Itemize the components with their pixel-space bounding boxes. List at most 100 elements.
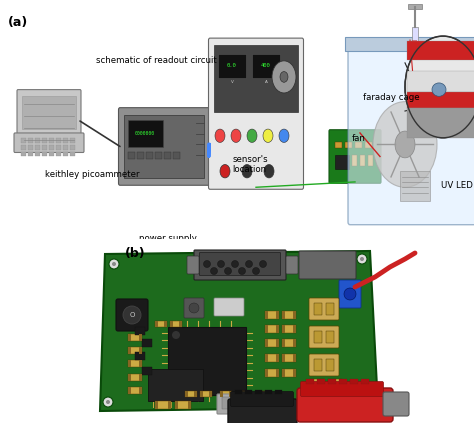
Bar <box>214 46 298 112</box>
Bar <box>128 121 163 147</box>
Bar <box>168 401 171 409</box>
FancyBboxPatch shape <box>187 256 199 274</box>
Bar <box>265 390 272 394</box>
Bar <box>328 379 331 387</box>
Circle shape <box>242 165 252 178</box>
Bar <box>355 142 362 148</box>
Bar <box>317 379 325 384</box>
Bar <box>407 71 474 92</box>
Polygon shape <box>100 251 378 411</box>
FancyBboxPatch shape <box>383 392 409 416</box>
Bar <box>194 391 197 397</box>
Bar <box>282 339 296 347</box>
FancyBboxPatch shape <box>14 133 84 152</box>
Bar <box>293 325 296 333</box>
Bar <box>328 393 342 401</box>
Bar <box>220 391 223 397</box>
Bar <box>128 374 142 381</box>
Text: syringe: syringe <box>277 244 309 253</box>
Bar <box>175 401 191 409</box>
Bar <box>328 379 336 384</box>
Circle shape <box>220 165 230 178</box>
FancyBboxPatch shape <box>116 299 148 331</box>
Bar <box>218 53 246 77</box>
Bar <box>407 41 474 60</box>
Bar <box>155 401 158 409</box>
Bar <box>42 145 47 150</box>
Text: keithley picoammeter: keithley picoammeter <box>45 170 140 179</box>
Text: V: V <box>230 80 233 84</box>
Bar <box>42 152 47 157</box>
Text: power supply: power supply <box>139 234 197 243</box>
Bar <box>170 321 182 327</box>
FancyBboxPatch shape <box>286 256 298 274</box>
Bar <box>128 347 131 354</box>
Circle shape <box>360 257 364 261</box>
Bar <box>128 334 131 341</box>
Bar <box>326 331 334 343</box>
Bar <box>314 359 322 371</box>
Bar <box>339 393 342 401</box>
Bar <box>328 393 331 401</box>
Bar <box>70 152 75 157</box>
Bar <box>314 331 322 343</box>
Ellipse shape <box>432 83 446 96</box>
Circle shape <box>123 306 141 324</box>
Bar <box>339 379 342 387</box>
Bar <box>188 401 191 409</box>
Circle shape <box>366 397 370 401</box>
Bar <box>282 354 296 362</box>
Bar <box>275 390 282 394</box>
Bar <box>137 152 144 159</box>
Bar <box>260 391 272 397</box>
Bar <box>265 339 268 347</box>
Bar <box>310 379 313 387</box>
FancyBboxPatch shape <box>309 298 339 320</box>
Bar <box>155 321 158 327</box>
Bar <box>321 379 324 387</box>
Bar <box>360 155 365 166</box>
Bar <box>128 387 142 394</box>
Circle shape <box>231 261 238 267</box>
Circle shape <box>203 261 210 267</box>
Circle shape <box>280 71 288 82</box>
Bar <box>146 152 153 159</box>
Bar <box>128 360 131 367</box>
Circle shape <box>247 129 257 143</box>
Bar <box>326 359 334 371</box>
Bar <box>173 152 180 159</box>
Bar <box>310 379 324 387</box>
Bar <box>164 152 171 159</box>
FancyBboxPatch shape <box>299 251 356 279</box>
Bar <box>310 393 324 401</box>
Bar <box>128 347 142 354</box>
Circle shape <box>253 267 259 275</box>
Bar <box>282 311 296 319</box>
Bar <box>328 379 342 387</box>
Bar <box>321 393 324 401</box>
Bar <box>276 339 279 347</box>
Bar <box>42 138 47 143</box>
Bar <box>168 327 246 395</box>
Text: sensor: sensor <box>434 246 462 255</box>
Text: 0.0: 0.0 <box>227 63 237 68</box>
Bar <box>265 311 268 319</box>
Text: (b): (b) <box>125 247 146 260</box>
Circle shape <box>263 129 273 143</box>
Bar <box>28 138 33 143</box>
Bar <box>155 321 167 327</box>
FancyBboxPatch shape <box>209 38 303 189</box>
Circle shape <box>405 36 474 138</box>
FancyBboxPatch shape <box>230 392 293 407</box>
Bar <box>139 334 142 341</box>
Bar <box>139 387 142 394</box>
Bar <box>139 374 142 381</box>
Text: (a): (a) <box>8 16 28 29</box>
Circle shape <box>225 267 231 275</box>
Bar <box>179 321 182 327</box>
Circle shape <box>264 165 274 178</box>
Bar <box>128 360 142 367</box>
Bar <box>28 145 33 150</box>
Circle shape <box>395 131 415 158</box>
Bar <box>269 391 272 397</box>
